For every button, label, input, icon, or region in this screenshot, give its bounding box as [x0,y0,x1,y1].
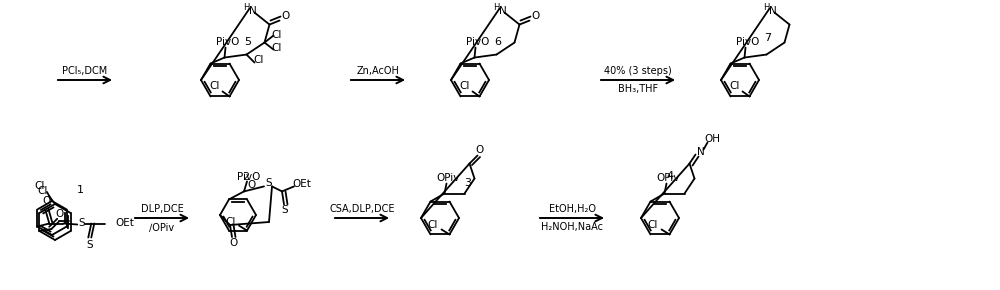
Text: H: H [493,3,500,12]
Text: OEt: OEt [115,218,134,229]
Text: N: N [697,146,704,157]
Text: S: S [266,178,272,188]
Text: Cl: Cl [209,81,220,91]
Text: Cl: Cl [647,220,658,231]
Text: PivO: PivO [736,37,759,47]
Text: 40% (3 steps): 40% (3 steps) [604,66,672,76]
Text: Cl: Cl [271,30,282,39]
Text: EtOH,H₂O: EtOH,H₂O [548,204,596,214]
Text: 2: 2 [242,172,250,182]
Text: N: N [249,6,256,16]
Text: Cl: Cl [729,81,740,91]
Text: O: O [55,209,64,219]
Text: PivO: PivO [237,173,261,182]
Text: OEt: OEt [293,180,311,189]
Text: 4: 4 [666,171,674,181]
Text: Cl: Cl [226,217,236,226]
Text: PCl₅,DCM: PCl₅,DCM [62,66,108,76]
Text: PivO: PivO [466,37,489,47]
Text: S: S [282,205,288,215]
Text: O: O [42,197,50,206]
Text: H: H [763,3,770,12]
Text: O: O [230,238,238,248]
Text: Cl: Cl [35,181,45,191]
Text: S: S [86,240,93,249]
Text: O: O [531,10,540,21]
Text: 1: 1 [76,185,84,195]
Text: BH₃,THF: BH₃,THF [618,84,658,94]
Text: Cl: Cl [427,220,438,231]
Text: Cl: Cl [459,81,470,91]
Text: H: H [243,3,250,12]
Text: N: N [499,6,506,16]
Text: 3: 3 [464,178,472,188]
Text: Cl: Cl [271,43,282,52]
Text: Cl: Cl [253,55,264,65]
Text: S: S [78,218,85,229]
Text: ∕OPiv: ∕OPiv [149,222,175,232]
Text: PivO: PivO [216,37,239,47]
Text: O: O [475,144,484,155]
Text: Cl: Cl [38,186,48,196]
Text: OH: OH [704,134,720,144]
Text: O: O [281,10,290,21]
Text: DLP,DCE: DLP,DCE [141,204,183,214]
Text: 6: 6 [494,37,502,47]
Text: 5: 5 [244,37,252,47]
Text: OPiv: OPiv [657,173,680,182]
Text: CSA,DLP,DCE: CSA,DLP,DCE [329,204,395,214]
Text: N: N [769,6,776,16]
Text: H₂NOH,NaAc: H₂NOH,NaAc [541,222,603,232]
Text: 7: 7 [764,33,772,43]
Text: O: O [248,180,256,190]
Text: OPiv: OPiv [437,173,460,182]
Text: Zn,AcOH: Zn,AcOH [357,66,399,76]
